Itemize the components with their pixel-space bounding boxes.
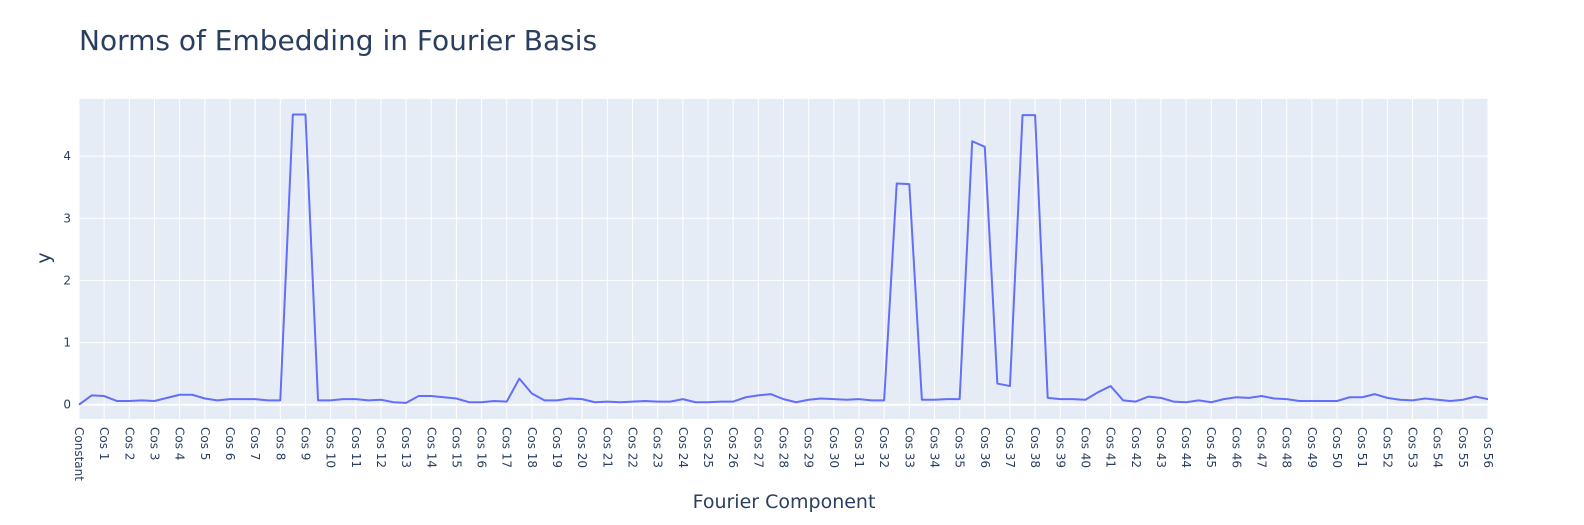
x-tick-label: Cos 49 bbox=[1305, 427, 1319, 468]
x-tick-label: Cos 21 bbox=[600, 427, 614, 468]
line bbox=[78, 113, 1489, 406]
x-tick-label: Cos 8 bbox=[273, 427, 287, 460]
y-tick-label: 3 bbox=[63, 211, 71, 225]
x-tick-label: Cos 53 bbox=[1406, 427, 1420, 468]
x-tick-label: Cos 24 bbox=[676, 427, 690, 468]
x-tick-label: Cos 46 bbox=[1229, 427, 1243, 468]
x-tick-label: Cos 42 bbox=[1129, 427, 1143, 468]
x-tick-label: Cos 19 bbox=[550, 427, 564, 468]
x-tick-label: Cos 4 bbox=[173, 427, 187, 460]
x-tick-label: Cos 11 bbox=[349, 427, 363, 468]
x-tick-label: Cos 14 bbox=[424, 427, 438, 468]
x-tick-label: Cos 27 bbox=[751, 427, 765, 468]
x-tick-label: Cos 25 bbox=[701, 427, 715, 468]
x-tick-label: Cos 12 bbox=[374, 427, 388, 468]
x-tick-label: Cos 51 bbox=[1355, 427, 1369, 468]
x-tick-label: Cos 55 bbox=[1456, 427, 1470, 468]
x-tick-label: Cos 2 bbox=[122, 427, 136, 460]
x-tick-label: Cos 26 bbox=[726, 427, 740, 468]
x-axis-label: Fourier Component bbox=[693, 491, 876, 513]
x-tick-label: Cos 50 bbox=[1330, 427, 1344, 468]
y-axis-label: y bbox=[33, 252, 55, 263]
x-tick-label: Cos 29 bbox=[802, 427, 816, 468]
x-tick-label: Cos 22 bbox=[626, 427, 640, 468]
x-tick-label: Cos 30 bbox=[827, 427, 841, 468]
y-tick-label: 0 bbox=[63, 398, 71, 412]
x-tick-label: Cos 41 bbox=[1104, 427, 1118, 468]
x-tick-label: Cos 13 bbox=[399, 427, 413, 468]
y-tick-label: 2 bbox=[63, 273, 71, 287]
x-tick-label: Cos 52 bbox=[1380, 427, 1394, 468]
x-tick-label: Cos 45 bbox=[1204, 427, 1218, 468]
chart-title: Norms of Embedding in Fourier Basis bbox=[79, 24, 597, 57]
x-tick-label: Cos 32 bbox=[877, 427, 891, 468]
x-tick-label: Cos 20 bbox=[575, 427, 589, 468]
x-tick-label: Cos 47 bbox=[1255, 427, 1269, 468]
x-tick-label: Cos 37 bbox=[1003, 427, 1017, 468]
x-tick-label: Cos 43 bbox=[1154, 427, 1168, 468]
x-tick-label: Cos 6 bbox=[223, 427, 237, 460]
x-tick-label: Cos 15 bbox=[449, 427, 463, 468]
x-tick-label: Cos 35 bbox=[953, 427, 967, 468]
x-tick-label: Cos 33 bbox=[902, 427, 916, 468]
x-tick-label: Cos 28 bbox=[777, 427, 791, 468]
x-tick-label: Cos 39 bbox=[1053, 427, 1067, 468]
x-tick-label: Cos 10 bbox=[324, 427, 338, 468]
y-tick-label: 4 bbox=[63, 149, 71, 163]
x-tick-label: Cos 38 bbox=[1028, 427, 1042, 468]
y-tick-label: 1 bbox=[63, 336, 71, 350]
x-tick-label: Cos 36 bbox=[978, 427, 992, 468]
x-tick-label: Cos 18 bbox=[525, 427, 539, 468]
x-tick-label: Cos 9 bbox=[298, 427, 312, 460]
x-tick-label: Cos 40 bbox=[1078, 427, 1092, 468]
x-tick-label: Cos 54 bbox=[1431, 427, 1445, 468]
x-tick-label: Cos 5 bbox=[198, 427, 212, 460]
x-tick-label: Cos 7 bbox=[248, 427, 262, 460]
x-tick-label: Cos 31 bbox=[852, 427, 866, 468]
x-tick-label: Cos 1 bbox=[97, 427, 111, 460]
x-tick-label: Cos 16 bbox=[475, 427, 489, 468]
x-tick-label: Cos 48 bbox=[1280, 427, 1294, 468]
x-tick-label: Cos 17 bbox=[500, 427, 514, 468]
x-tick-label: Cos 44 bbox=[1179, 427, 1193, 468]
x-tick-label: Cos 3 bbox=[147, 427, 161, 460]
x-tick-label: Cos 34 bbox=[927, 427, 941, 468]
x-tick-label: Constant bbox=[72, 427, 86, 481]
x-tick-label: Cos 56 bbox=[1481, 427, 1495, 468]
x-tick-label: Cos 23 bbox=[651, 427, 665, 468]
